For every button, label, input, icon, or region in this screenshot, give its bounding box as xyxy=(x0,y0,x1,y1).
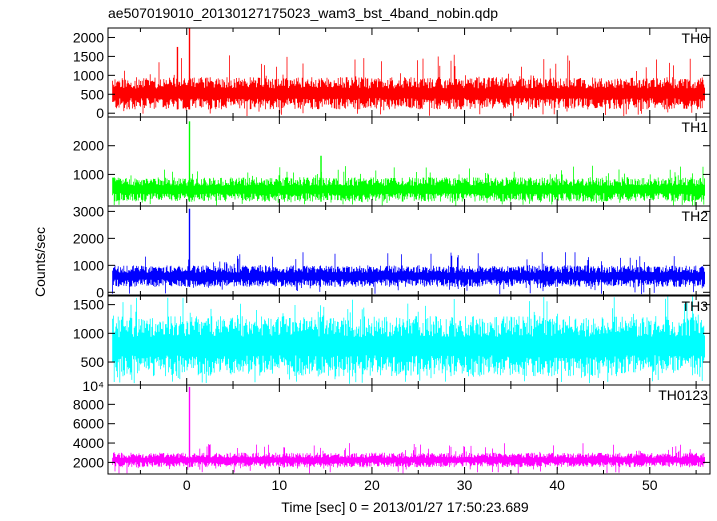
y-tick-label: 0 xyxy=(96,284,104,300)
chart-title: ae507019010_20130127175023_wam3_bst_4ban… xyxy=(108,5,498,21)
series-th0 xyxy=(112,54,705,117)
y-tick-label: 500 xyxy=(81,86,105,102)
y-tick-label: 1500 xyxy=(73,48,104,64)
panel-label-th2: TH2 xyxy=(682,208,709,224)
panel-label-th1: TH1 xyxy=(682,119,709,135)
series-th3 xyxy=(112,296,705,384)
panel-frame xyxy=(107,384,711,475)
x-tick-label: 40 xyxy=(549,477,565,493)
panel-th0: 0 500 1000 1500 2000 TH0 xyxy=(73,27,711,121)
panel-th3: 500 1000 1500 TH3 xyxy=(73,295,711,386)
y-tick-label: 8000 xyxy=(73,396,104,412)
panel-label-th3: TH3 xyxy=(682,298,709,314)
x-tick-label: 10 xyxy=(272,477,288,493)
y-tick-label: 2000 xyxy=(73,454,104,470)
y-tick-label: 1000 xyxy=(73,325,104,341)
y-axis-scale-label: 10⁴ xyxy=(82,378,104,394)
y-tick-label: 3000 xyxy=(73,203,104,219)
y-tick-label: 2000 xyxy=(73,230,104,246)
panel-th0123: 2000 4000 6000 8000 10⁴ TH0123 xyxy=(73,378,711,475)
x-tick-label: 20 xyxy=(364,477,380,493)
x-axis-label: Time [sec] 0 = 2013/01/27 17:50:23.689 xyxy=(281,499,529,515)
y-axis-label: Counts/sec xyxy=(32,227,48,297)
y-tick-label: 0 xyxy=(96,105,104,121)
panel-th2: 0 1000 2000 3000 TH2 xyxy=(73,203,711,300)
y-tick-label: 1500 xyxy=(73,297,104,313)
y-tick-label: 500 xyxy=(81,354,105,370)
y-tick-label: 1000 xyxy=(73,257,104,273)
y-tick-label: 1000 xyxy=(73,166,104,182)
x-tick-label: 30 xyxy=(457,477,473,493)
y-tick-label: 1000 xyxy=(73,67,104,83)
x-tick-label: 50 xyxy=(642,477,658,493)
panel-frame xyxy=(107,205,711,296)
y-tick-label: 4000 xyxy=(73,435,104,451)
panel-label-th0: TH0 xyxy=(682,30,709,46)
series-th0123 xyxy=(112,443,705,474)
panel-th1: 1000 2000 TH1 xyxy=(73,116,711,207)
x-tick-label: 0 xyxy=(183,477,191,493)
y-tick-label: 2000 xyxy=(73,138,104,154)
series-th2 xyxy=(112,252,705,295)
panel-label-th0123: TH0123 xyxy=(658,387,708,403)
series-th1 xyxy=(112,165,705,206)
y-tick-label: 6000 xyxy=(73,416,104,432)
y-tick-label: 2000 xyxy=(73,29,104,45)
